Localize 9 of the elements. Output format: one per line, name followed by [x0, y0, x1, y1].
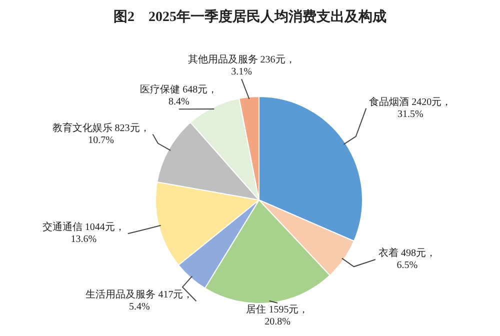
slice-label: 衣着 498元， 6.5% — [378, 247, 436, 272]
slice-label: 生活用品及服务 417元， 5.4% — [86, 288, 194, 313]
slice-label: 医疗保健 648元， 8.4% — [140, 84, 218, 108]
slice-label: 居住 1595元， 20.8% — [246, 304, 309, 328]
slice-label: 食品烟酒 2420元， 31.5% — [369, 96, 452, 120]
chart-title: 图2 2025年一季度居民人均消费支出及构成 — [112, 8, 388, 26]
slice-label: 交通通信 1044元， 13.6% — [42, 221, 125, 246]
slice-label: 教育文化娱乐 823元， 10.7% — [52, 122, 150, 146]
slice-label: 其他用品及服务 236元， 3.1% — [188, 54, 296, 78]
